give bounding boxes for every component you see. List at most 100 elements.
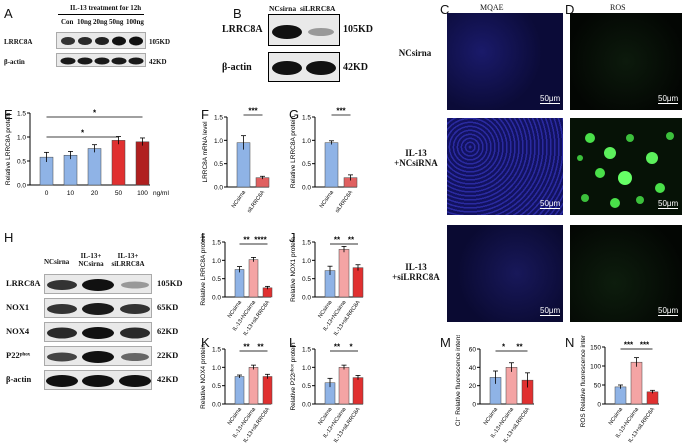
chart-j-ylabel: Relative NOX1 protein xyxy=(290,237,297,302)
chart-l-ytick-label: 0.0 xyxy=(302,402,311,409)
panel-a-title-line xyxy=(58,14,144,15)
panel-h-lane-1-line-2: NCsirna xyxy=(78,260,104,268)
panel-label-g: G xyxy=(289,107,300,122)
chart-l-ylabel: Relative P22ᵖʰᵒˣ protein xyxy=(290,342,297,410)
panel-a-lane-2: 20ng xyxy=(93,18,108,26)
panel-h-row-1-kd: 65KD xyxy=(157,302,179,312)
panel-label-b: B xyxy=(233,6,242,21)
chart-g-sig-label: *** xyxy=(336,107,346,116)
panel-h-row-4-name: β-actin xyxy=(6,374,32,384)
chart-e-category-label: 100 xyxy=(137,190,148,197)
chart-e-category-label: 0 xyxy=(45,190,49,197)
panel-a-lane-4: 100ng xyxy=(126,18,144,26)
chart-e-ytick-label: 1.0 xyxy=(17,135,26,142)
panel-h-lane-2: IL-13+ siLRRC8A xyxy=(108,252,148,268)
panel-label-n: N xyxy=(565,335,575,350)
chart-m-ytick-label: 20 xyxy=(469,383,477,390)
chart-n-ytick-label: 100 xyxy=(590,364,601,371)
chart-k-ytick-label: 0.5 xyxy=(212,383,221,390)
chart-e-sig-label: * xyxy=(81,129,85,138)
chart-n-sig-label: *** xyxy=(640,341,650,350)
chart-m-bar xyxy=(505,367,518,405)
chart-m-ytick-label: 60 xyxy=(469,347,477,354)
chart-n-bar xyxy=(614,386,627,405)
scale-bar-ros-3-text: 50μm xyxy=(658,306,679,315)
chart-e-bar xyxy=(111,140,126,186)
chart-n-sig-label: *** xyxy=(624,341,634,350)
chart-g-category-label: siLRRC8A xyxy=(334,189,354,214)
row-label-il13-ncsirna-line-2: +NCsiRNA xyxy=(394,158,438,168)
panel-a-row-1-name: β-actin xyxy=(4,58,25,66)
scale-bar-ros-1-line xyxy=(658,103,678,104)
panel-h-strip-p22phox xyxy=(44,346,152,366)
chart-e-xlabel: ng/ml xyxy=(153,190,169,197)
panel-a-row-0-kd: 105KD xyxy=(149,38,170,46)
chart-f-category-label: siLRRC8A xyxy=(246,189,266,214)
chart-i-bar xyxy=(234,269,245,298)
chart-j-sig-label: ** xyxy=(334,236,341,245)
row-label-il13-ncsirna: IL-13 +NCsiRNA xyxy=(392,148,440,168)
chart-n-bar xyxy=(646,391,659,405)
panel-h-strip-actin xyxy=(44,370,152,390)
panel-b-row-0-name: LRRC8A xyxy=(222,24,263,35)
scale-bar-ros-3: 50μm xyxy=(658,306,678,316)
scale-bar-ros-1: 50μm xyxy=(658,94,678,104)
mqae-image-ncsirna xyxy=(447,13,563,110)
ros-image-il13-ncsirna xyxy=(570,118,682,215)
chart-e-bar xyxy=(63,154,78,186)
chart-l-sig-label: ** xyxy=(334,343,341,352)
chart-n-ytick-label: 150 xyxy=(590,345,601,352)
scale-bar-mqae-3-text: 50μm xyxy=(540,306,561,315)
chart-i-ylabel: Relative LRRC8A protein xyxy=(200,233,207,306)
row-label-il13-silrrc8a-line-1: IL-13 xyxy=(405,262,427,272)
panel-label-i: I xyxy=(201,230,205,245)
chart-k-bar xyxy=(262,376,273,405)
scale-bar-mqae-3-line xyxy=(540,315,560,316)
chart-k-sig-label: ** xyxy=(257,343,264,352)
chart-i-ytick-label: 0.5 xyxy=(212,276,221,283)
chart-j-ytick-label: 0.0 xyxy=(302,295,311,302)
chart-m-sig-label: * xyxy=(502,343,506,352)
chart-j-ytick-label: 0.5 xyxy=(302,276,311,283)
panel-label-m: M xyxy=(440,335,451,350)
chart-l-sig-label: * xyxy=(349,343,353,352)
chart-f-category-label: NCsirna xyxy=(231,189,248,209)
chart-j-sig-label: ** xyxy=(348,236,355,245)
chart-e-ytick-label: 1.5 xyxy=(17,111,26,118)
panel-a-title: IL-13 treatment for 12h xyxy=(70,4,142,12)
panel-h-row-0-kd: 105KD xyxy=(157,278,183,288)
panel-h-row-1-name: NOX1 xyxy=(6,302,30,312)
chart-l-ytick-label: 1.5 xyxy=(302,347,311,354)
chart-m-ytick-label: 0 xyxy=(472,402,476,409)
scale-bar-ros-1-text: 50μm xyxy=(658,94,679,103)
chart-f-ylabel: LRRC8A mRNA level xyxy=(202,121,209,183)
scale-bar-mqae-2-line xyxy=(540,208,560,209)
panel-label-l: L xyxy=(289,335,297,350)
chart-g-ytick-label: 0.0 xyxy=(302,185,311,192)
chart-n-ytick-label: 0 xyxy=(597,402,601,409)
row-label-ncsirna-text: NCsirna xyxy=(398,48,432,58)
chart-g: 0.0 0.5 1.0 1.5 Relative LRRC8A protein NCsir… xyxy=(290,107,358,214)
scale-bar-mqae-2: 50μm xyxy=(540,199,560,209)
panel-h-row-2-kd: 62KD xyxy=(157,326,179,336)
column-header-ros: ROS xyxy=(610,3,626,12)
panel-a-band-strip-lrrc8a xyxy=(56,32,146,49)
panel-h-lane-2-line-1: IL-13+ xyxy=(117,252,139,260)
chart-l-category-label: IL-13+siLRRC8A xyxy=(333,406,362,444)
panel-b-row-0-kd: 105KD xyxy=(343,24,373,35)
column-header-mqae: MQAE xyxy=(480,3,504,12)
chart-j-bar xyxy=(338,249,350,298)
scale-bar-mqae-2-text: 50μm xyxy=(540,199,561,208)
panel-b-row-1-kd: 42KD xyxy=(343,62,368,73)
chart-j-ytick-label: 1.5 xyxy=(302,240,311,247)
panel-h-row-2-name: NOX4 xyxy=(6,326,30,336)
chart-e: 0.0 0.5 1.0 1.5 Relative LRRC8A protein 0 10 20… xyxy=(5,109,169,198)
panel-b-band-strip-actin xyxy=(268,52,340,82)
ros-cells xyxy=(577,132,674,208)
chart-g-ytick-label: 1.0 xyxy=(302,138,311,145)
scale-bar-mqae-1-line xyxy=(540,103,560,104)
